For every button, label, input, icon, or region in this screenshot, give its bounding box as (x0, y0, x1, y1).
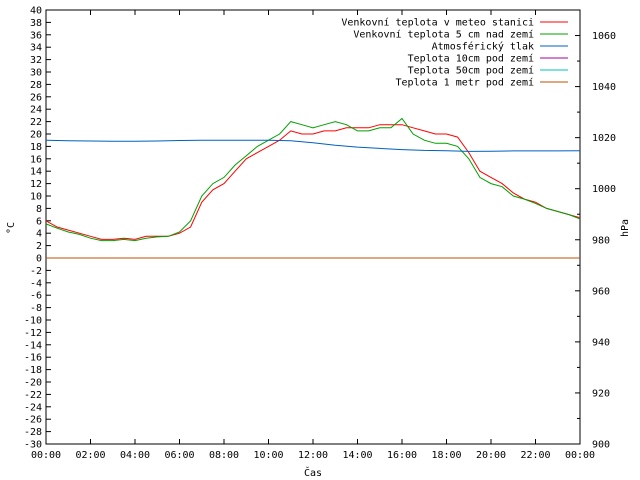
x-tick-label: 00:00 (31, 450, 61, 461)
y2-tick-label: 1040 (592, 82, 616, 93)
y-axis-title: °C (6, 222, 17, 234)
y-tick-label: 38 (30, 18, 42, 29)
y-tick-label: -6 (30, 291, 42, 302)
y-tick-label: 14 (30, 167, 42, 178)
y-tick-label: -10 (24, 316, 42, 327)
y-tick-label: -2 (30, 266, 42, 277)
y-tick-label: -8 (30, 303, 42, 314)
y-tick-label: -30 (24, 440, 42, 451)
y-tick-label: 2 (36, 241, 42, 252)
y-tick-label: 30 (30, 68, 42, 79)
y2-axis-title: hPa (620, 219, 631, 237)
y2-tick-label: 940 (592, 337, 610, 348)
x-tick-label: 20:00 (476, 450, 506, 461)
legend-label: Teplota 50cm pod zemí (408, 65, 534, 77)
y-tick-label: 40 (30, 6, 42, 17)
y-tick-label: -12 (24, 328, 42, 339)
x-tick-label: 02:00 (75, 450, 105, 461)
y-tick-label: 26 (30, 92, 42, 103)
legend: Venkovní teplota v meteo staniciVenkovní… (341, 17, 568, 89)
x-axis-title: Čas (304, 466, 322, 479)
y-tick-label: 16 (30, 154, 42, 165)
series-line-2 (45, 139, 581, 152)
legend-label: Teplota 1 metr pod zemí (396, 77, 534, 89)
y-tick-label: -26 (24, 415, 42, 426)
y-tick-label: 32 (30, 55, 42, 66)
y2-tick-label: 1060 (592, 31, 616, 42)
x-tick-label: 16:00 (387, 450, 417, 461)
x-tick-label: 04:00 (120, 450, 150, 461)
y-tick-label: 18 (30, 142, 42, 153)
y-tick-label: 0 (36, 254, 42, 265)
y-tick-label: 36 (30, 30, 42, 41)
x-tick-label: 06:00 (164, 450, 194, 461)
x-tick-label: 12:00 (298, 450, 328, 461)
y-tick-label: 8 (36, 204, 42, 215)
series-layer (45, 117, 581, 259)
y-tick-label: -16 (24, 353, 42, 364)
y-tick-label: 20 (30, 130, 42, 141)
legend-label: Venkovní teplota 5 cm nad zemí (353, 29, 534, 41)
y-tick-label: -24 (24, 402, 42, 413)
ticks-group: 00:00 02:00 04:00 06:00 08:00 10:00 12:00 14:00… (24, 6, 616, 462)
x-tick-label: 08:00 (209, 450, 239, 461)
y-tick-label: 34 (30, 43, 42, 54)
y2-tick-label: 1000 (592, 184, 616, 195)
y-tick-label: 28 (30, 80, 42, 91)
x-tick-label: 10:00 (253, 450, 283, 461)
x-tick-label: 18:00 (431, 450, 461, 461)
y-tick-label: 22 (30, 117, 42, 128)
legend-label: Venkovní teplota v meteo stanici (341, 17, 534, 29)
y-tick-label: 12 (30, 179, 42, 190)
y2-tick-label: 960 (592, 286, 610, 297)
legend-label: Atmosférický tlak (432, 41, 534, 53)
y-tick-label: -22 (24, 390, 42, 401)
x-tick-label: 00:00 (565, 450, 595, 461)
y-tick-label: -18 (24, 365, 42, 376)
legend-label: Teplota 10cm pod zemí (408, 53, 534, 65)
y-tick-label: -14 (24, 340, 42, 351)
y-tick-label: -28 (24, 427, 42, 438)
y-tick-label: -4 (30, 278, 42, 289)
y-tick-label: 24 (30, 105, 42, 116)
x-tick-label: 22:00 (520, 450, 550, 461)
y2-tick-label: 1020 (592, 133, 616, 144)
y2-tick-label: 980 (592, 235, 610, 246)
y2-tick-label: 900 (592, 440, 610, 451)
y-tick-label: 4 (36, 229, 42, 240)
series-line-1 (45, 117, 581, 242)
x-tick-label: 14:00 (342, 450, 372, 461)
y-tick-label: -20 (24, 378, 42, 389)
y-tick-label: 6 (36, 216, 42, 227)
y2-tick-label: 920 (592, 388, 610, 399)
series-line-0 (45, 124, 581, 240)
y-tick-label: 10 (30, 192, 42, 203)
